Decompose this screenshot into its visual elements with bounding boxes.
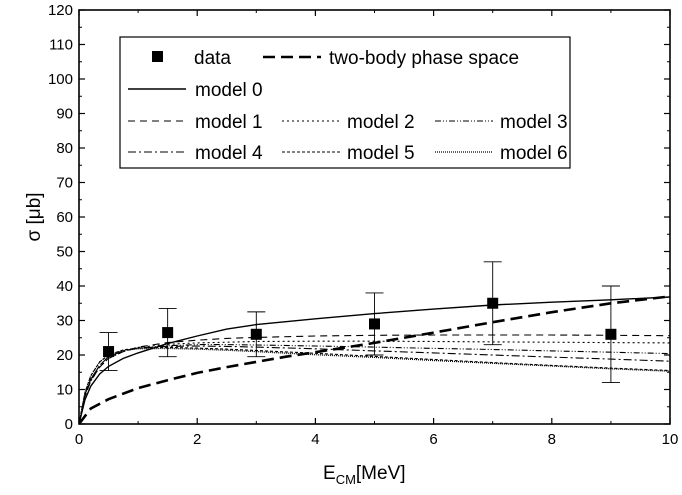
y-tick-label-80: 80: [56, 140, 73, 157]
series-line-model-1: [79, 334, 670, 424]
x-tick-label-8: 8: [548, 431, 556, 448]
data-points-layer: [99, 261, 620, 384]
y-tick-label-60: 60: [56, 209, 73, 226]
x-axis-label: ECM[MeV]: [323, 463, 406, 487]
y-tick-label-100: 100: [48, 71, 73, 88]
x-tick-label-0: 0: [75, 431, 83, 448]
legend-label-model-0: model 0: [195, 80, 263, 101]
data-point-3: [369, 318, 380, 330]
x-axis-label-unit: [MeV]: [356, 463, 406, 484]
data-point-2: [250, 328, 262, 340]
series-line-model-5: [79, 346, 670, 424]
series-line-two-body-phase-space: [79, 295, 670, 424]
y-tick-label-20: 20: [56, 347, 73, 364]
data-point-4: [487, 297, 499, 309]
x-tick-label-4: 4: [311, 431, 319, 448]
x-tick-label-2: 2: [193, 431, 201, 448]
y-tick-label-90: 90: [56, 106, 73, 123]
data-point-0: [103, 346, 115, 358]
y-tick-label-50: 50: [56, 244, 73, 261]
data-point-5: [605, 328, 617, 340]
legend-label-model-3: model 3: [500, 112, 568, 133]
y-axis-label: σ [μb]: [24, 192, 45, 241]
y-tick-label-110: 110: [49, 37, 73, 54]
x-axis-label-main: E: [323, 463, 336, 484]
data-point-1: [162, 327, 174, 339]
legend-label-model-6: model 6: [500, 143, 568, 164]
y-tick-label-30: 30: [56, 313, 73, 330]
x-tick-label-10: 10: [662, 431, 679, 448]
legend-label-model-1: model 1: [195, 112, 263, 133]
series-line-model-4: [79, 345, 670, 424]
legend-box: [119, 36, 571, 169]
legend-marker-data: [152, 51, 163, 62]
y-tick-label-10: 10: [56, 382, 73, 399]
x-axis-label-subscript: CM: [336, 472, 356, 487]
legend-label-two-body-phase-space: two-body phase space: [329, 48, 519, 69]
legend-label-data: data: [194, 48, 231, 69]
y-tick-label-0: 0: [65, 416, 73, 433]
legend: data two-body phase space model 0 model …: [119, 36, 571, 169]
y-tick-label-40: 40: [56, 278, 73, 295]
x-tick-label-6: 6: [429, 431, 437, 448]
legend-label-model-2: model 2: [347, 112, 415, 133]
legend-label-model-4: model 4: [195, 143, 263, 164]
series-layer: [79, 295, 670, 424]
series-line-model-0: [79, 296, 670, 424]
y-tick-label-70: 70: [56, 175, 73, 192]
legend-label-model-5: model 5: [347, 143, 415, 164]
y-tick-label-120: 120: [48, 2, 73, 19]
series-line-model-6: [79, 347, 670, 424]
